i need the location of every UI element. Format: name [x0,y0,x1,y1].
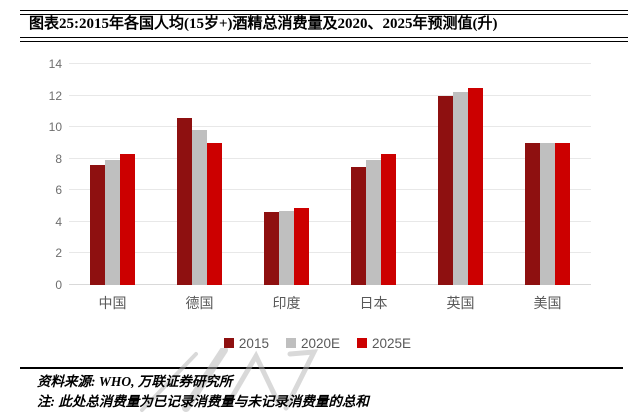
bar-group-印度 [243,64,330,285]
x-category-label-日本: 日本 [359,297,388,312]
bar-2020E-中国 [105,160,120,285]
y-tick-label-2: 2 [55,246,62,261]
bar-2020E-印度 [279,210,294,285]
bar-2025E-日本 [381,153,396,285]
legend-swatch-icon [357,338,368,348]
bar-group-德国 [156,64,243,285]
bar-2020E-德国 [192,130,207,285]
y-tick-label-8: 8 [55,151,62,166]
gridline-14 [69,63,591,64]
bar-2015-日本 [351,166,366,285]
source-note: 资料来源: WHO, 万联证券研究所 [37,374,233,389]
legend-swatch-icon [285,338,296,348]
legend-label: 2025E [372,335,412,351]
bar-group-英国 [417,64,504,285]
bar-2025E-中国 [120,153,135,285]
bar-2025E-印度 [294,207,309,285]
bar-2015-美国 [525,142,540,285]
x-category-label-印度: 印度 [272,297,301,312]
chart-legend: 2015 2020E 2025E [0,334,635,352]
legend-item-2015: 2015 [223,335,269,351]
legend-label: 2020E [300,335,341,351]
bar-2015-英国 [438,95,453,285]
x-category-label-美国: 美国 [533,297,562,312]
bar-2020E-美国 [540,142,555,285]
gridline-6 [69,189,591,191]
gridline-0 [69,284,591,285]
bar-2015-印度 [264,212,279,285]
bar-2020E-日本 [366,160,381,285]
bar-2015-德国 [177,117,192,285]
footer-rule [20,367,623,369]
gridline-8 [69,157,591,159]
y-tick-label-4: 4 [55,214,62,229]
x-category-label-德国: 德国 [185,297,214,312]
title-bottom-rule [20,37,628,42]
bar-2025E-德国 [207,142,222,285]
figure-title: 图表25:2015年各国人均(15岁+)酒精总消费量及2020、2025年预测值… [29,16,498,32]
bar-2015-中国 [90,165,105,285]
gridline-2 [69,252,591,254]
bar-2025E-英国 [468,87,483,285]
legend-label: 2015 [238,335,269,351]
gridline-12 [69,94,591,96]
y-tick-label-14: 14 [48,57,62,71]
legend-swatch-icon [223,338,234,348]
x-category-label-中国: 中国 [98,297,127,312]
bar-2025E-美国 [555,142,570,285]
legend-item-2020E: 2020E [285,335,341,351]
bar-group-美国 [504,64,591,285]
y-tick-label-10: 10 [48,120,62,135]
gridline-4 [69,220,591,222]
title-top-rule [20,10,628,15]
watermark-logo [140,348,319,412]
bar-chart-plot-area [69,63,591,285]
legend-item-2025E: 2025E [357,336,411,351]
x-category-label-英国: 英国 [446,297,475,312]
y-tick-label-0: 0 [55,278,62,292]
y-tick-label-12: 12 [48,88,62,103]
y-tick-label-6: 6 [55,183,62,198]
gridline-10 [69,126,591,128]
bar-2020E-英国 [453,92,468,285]
footnote: 注: 此处总消费量为已记录消费量与未记录消费量的总和 [37,394,369,409]
bar-group-日本 [330,64,417,285]
bar-group-中国 [69,64,156,285]
